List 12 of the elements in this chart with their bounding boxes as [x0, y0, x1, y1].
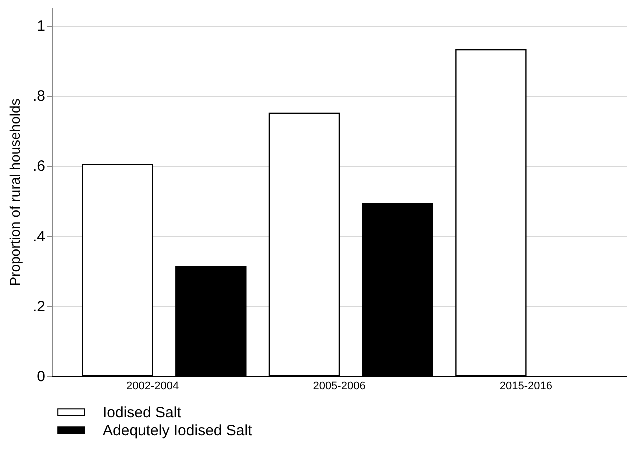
- y-tick-label: 0: [37, 368, 46, 386]
- y-tick-label: .8: [32, 88, 46, 106]
- x-tick-label: 2015-2016: [500, 380, 552, 392]
- y-axis-title: Proportion of rural households: [6, 98, 23, 286]
- y-tick-label: 1: [37, 18, 46, 36]
- y-tick-label: .4: [32, 228, 46, 246]
- y-tick-label: .2: [32, 298, 46, 316]
- legend-label: Iodised Salt: [103, 404, 182, 422]
- x-tick-label: 2002-2004: [126, 380, 180, 392]
- legend-label: Adequtely Iodised Salt: [103, 422, 254, 440]
- y-tick-label: .6: [32, 158, 46, 176]
- x-tick-label: 2005-2006: [313, 380, 366, 392]
